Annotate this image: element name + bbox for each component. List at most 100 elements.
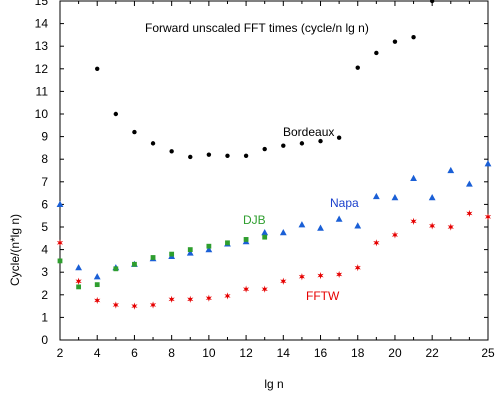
point-bordeaux: [299, 141, 305, 146]
point-napa: [391, 194, 399, 201]
point-napa: [205, 246, 213, 253]
y-tick-label: 14: [35, 17, 49, 31]
y-tick-label: 13: [35, 39, 49, 53]
y-axis-title: Cycle/(n*lg n): [8, 214, 22, 286]
point-fftw: [410, 217, 417, 225]
x-tick-label: 22: [425, 346, 439, 360]
point-bordeaux: [95, 66, 100, 72]
y-tick-label: 9: [41, 130, 48, 144]
y-tick-label: 6: [41, 197, 48, 211]
point-fftw: [168, 295, 175, 303]
point-napa: [428, 194, 436, 201]
x-tick-label: 12: [239, 346, 253, 360]
point-djb: [206, 243, 212, 249]
point-bordeaux: [169, 149, 174, 154]
point-napa: [465, 180, 473, 187]
point-djb: [150, 255, 156, 260]
point-fftw: [112, 301, 119, 309]
point-bordeaux: [411, 34, 416, 40]
point-bordeaux: [355, 65, 360, 70]
point-bordeaux: [132, 129, 137, 135]
y-tick-label: 15: [35, 0, 49, 8]
x-tick-label: 8: [168, 346, 175, 360]
point-djb: [262, 234, 268, 240]
point-napa: [317, 224, 324, 231]
point-napa: [354, 222, 362, 229]
y-tick-label: 10: [35, 107, 49, 121]
series-label-fftw: FFTW: [306, 289, 340, 303]
point-fftw: [484, 213, 492, 221]
point-bordeaux: [225, 153, 230, 159]
point-fftw: [466, 209, 473, 218]
point-fftw: [354, 264, 361, 272]
point-djb: [225, 240, 230, 246]
point-fftw: [131, 302, 138, 310]
point-djb: [76, 284, 82, 290]
point-bordeaux: [281, 143, 286, 148]
point-djb: [169, 251, 175, 257]
y-tick-label: 7: [41, 175, 48, 189]
data-marks: [56, 0, 492, 310]
point-bordeaux: [374, 50, 379, 56]
point-napa: [75, 264, 83, 271]
y-tick-label: 11: [36, 84, 49, 98]
point-bordeaux: [150, 141, 156, 146]
x-tick-label: 14: [277, 346, 291, 360]
point-bordeaux: [318, 138, 323, 144]
y-tick-label: 0: [41, 333, 48, 347]
x-tick-label: 2: [57, 346, 64, 360]
x-tick-label: 6: [131, 346, 138, 360]
point-bordeaux: [188, 154, 193, 160]
point-djb: [57, 258, 63, 264]
x-tick-label: 4: [94, 346, 101, 360]
point-djb: [187, 247, 193, 252]
y-tick-label: 3: [41, 265, 48, 279]
point-fftw: [261, 285, 268, 293]
point-bordeaux: [429, 0, 435, 4]
point-napa: [447, 166, 455, 174]
point-fftw: [56, 239, 64, 247]
point-djb: [113, 266, 119, 272]
point-fftw: [429, 222, 436, 230]
x-axis-title: lg n: [264, 377, 283, 391]
point-djb: [94, 282, 100, 288]
point-fftw: [317, 271, 324, 280]
point-djb: [132, 261, 137, 267]
x-tick-label: 18: [351, 346, 365, 360]
point-bordeaux: [392, 39, 398, 44]
point-napa: [410, 174, 417, 182]
point-fftw: [187, 295, 194, 303]
point-napa: [279, 229, 287, 236]
point-fftw: [391, 231, 399, 239]
point-napa: [372, 192, 380, 200]
point-fftw: [94, 296, 101, 305]
point-napa: [261, 229, 269, 236]
y-tick-label: 1: [41, 310, 48, 324]
x-tick-label: 25: [481, 346, 495, 360]
y-tick-label: 5: [41, 220, 48, 234]
point-bordeaux: [113, 111, 119, 117]
point-napa: [186, 249, 194, 256]
y-tick-label: 8: [41, 152, 48, 166]
y-tick-label: 4: [41, 243, 48, 257]
point-fftw: [280, 277, 287, 285]
point-djb: [243, 237, 249, 242]
series-label-napa: Napa: [330, 196, 359, 210]
point-bordeaux: [206, 152, 212, 157]
point-fftw: [242, 285, 250, 293]
x-tick-label: 16: [314, 346, 328, 360]
x-tick-label: 10: [202, 346, 216, 360]
point-bordeaux: [243, 153, 249, 159]
point-fftw: [447, 223, 454, 231]
point-napa: [93, 273, 101, 280]
point-napa: [484, 160, 492, 167]
point-bordeaux: [336, 135, 342, 140]
x-tick-label: 20: [388, 346, 402, 360]
plot-area: [59, 0, 489, 341]
point-fftw: [75, 277, 82, 285]
point-fftw: [373, 239, 380, 247]
y-tick-label: 12: [35, 62, 49, 76]
point-bordeaux: [262, 146, 267, 152]
